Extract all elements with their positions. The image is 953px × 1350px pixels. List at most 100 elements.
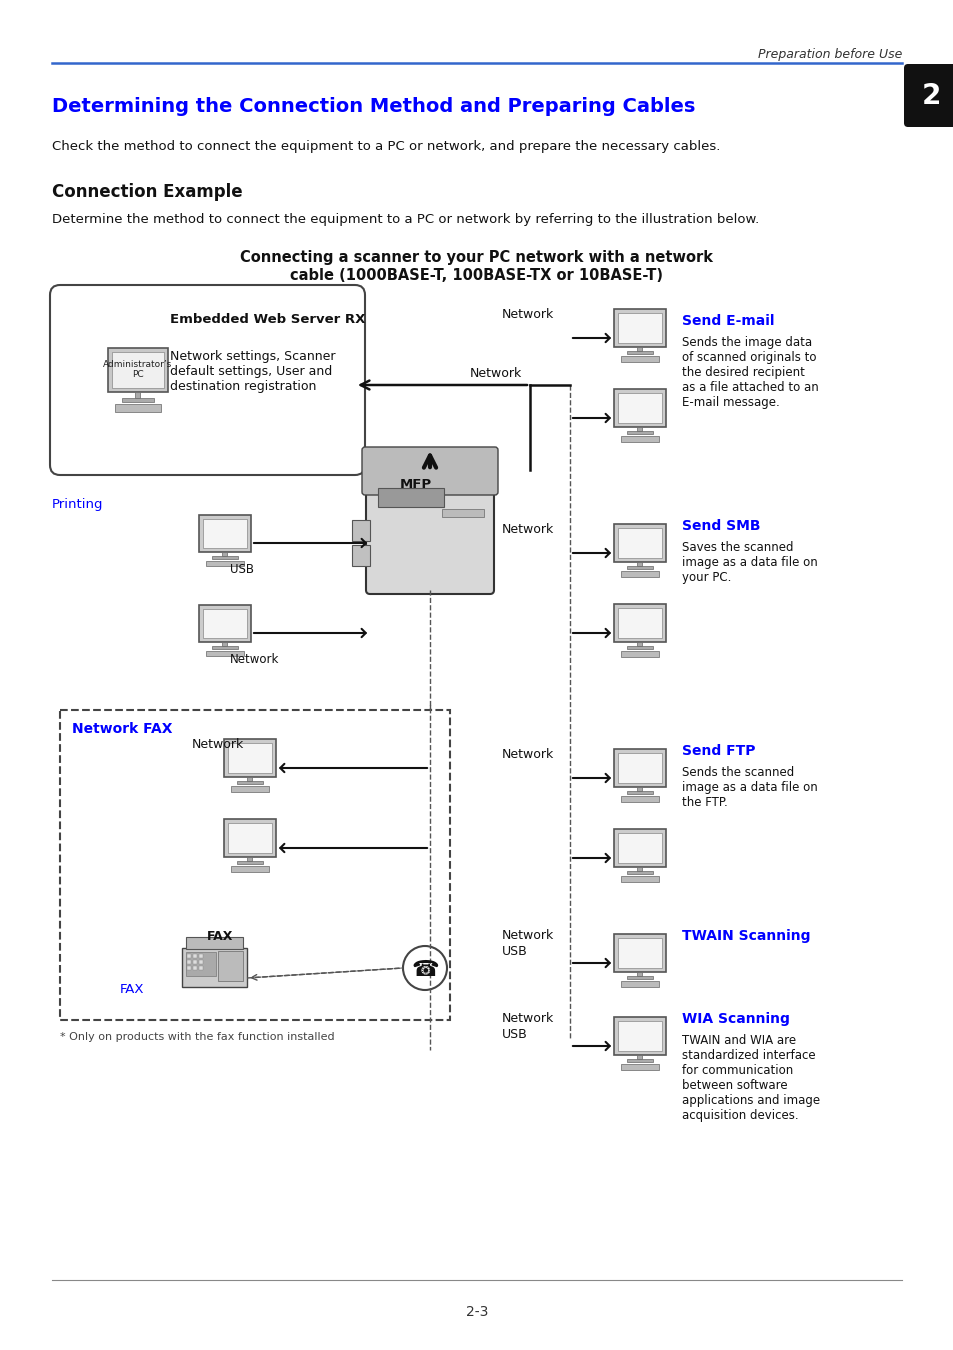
Bar	[188, 967, 192, 971]
Bar	[620, 981, 658, 987]
Text: Determine the method to connect the equipment to a PC or network by referring to: Determine the method to connect the equi…	[52, 213, 759, 225]
Bar	[618, 753, 661, 783]
Bar	[626, 431, 652, 435]
Bar	[620, 796, 658, 802]
Bar	[199, 605, 251, 643]
Bar	[186, 937, 243, 949]
Bar	[626, 791, 652, 794]
Bar	[618, 393, 661, 424]
Bar	[614, 1017, 665, 1056]
Text: Determining the Connection Method and Preparing Cables: Determining the Connection Method and Pr…	[52, 97, 695, 116]
Bar	[236, 782, 263, 784]
Bar	[614, 749, 665, 787]
Bar	[618, 313, 661, 343]
Bar	[377, 487, 443, 508]
Bar	[620, 436, 658, 441]
Bar	[224, 819, 275, 857]
Bar	[193, 954, 197, 958]
Bar	[247, 778, 253, 782]
Text: MFP: MFP	[399, 478, 432, 491]
FancyBboxPatch shape	[366, 481, 494, 594]
Bar	[186, 952, 215, 976]
Text: Connection Example: Connection Example	[52, 184, 242, 201]
Bar	[60, 710, 450, 1021]
Text: Network: Network	[501, 748, 554, 761]
Bar	[614, 934, 665, 972]
Text: Connecting a scanner to your PC network with a network: Connecting a scanner to your PC network …	[240, 250, 713, 265]
Text: Network: Network	[501, 1012, 554, 1025]
Text: Send E-mail: Send E-mail	[681, 315, 774, 328]
Text: TWAIN Scanning: TWAIN Scanning	[681, 929, 810, 944]
Text: FAX: FAX	[120, 983, 144, 996]
Text: FAX: FAX	[207, 930, 233, 944]
Bar	[193, 960, 197, 964]
Bar	[199, 514, 251, 552]
Text: Send FTP: Send FTP	[681, 744, 755, 757]
Text: Network: Network	[230, 653, 279, 666]
Bar	[618, 528, 661, 559]
Circle shape	[402, 946, 447, 990]
Text: Network settings, Scanner
default settings, User and
destination registration: Network settings, Scanner default settin…	[170, 350, 335, 393]
Bar	[620, 356, 658, 362]
Bar	[199, 960, 203, 964]
Bar	[352, 545, 370, 566]
Bar	[231, 786, 269, 792]
Bar	[620, 876, 658, 882]
Bar	[199, 954, 203, 958]
Bar	[193, 967, 197, 971]
Bar	[199, 967, 203, 971]
Bar	[637, 787, 641, 791]
Text: 2: 2	[921, 81, 940, 109]
Bar	[626, 1060, 652, 1062]
Text: WIA Scanning: WIA Scanning	[681, 1012, 789, 1026]
FancyBboxPatch shape	[903, 63, 953, 127]
Bar	[203, 609, 247, 639]
Text: TWAIN and WIA are
standardized interface
for communication
between software
appl: TWAIN and WIA are standardized interface…	[681, 1034, 820, 1122]
Bar	[618, 608, 661, 639]
Bar	[637, 868, 641, 871]
Bar	[222, 552, 227, 556]
Bar	[188, 954, 192, 958]
Text: Network: Network	[501, 929, 554, 942]
Bar	[224, 738, 275, 778]
Bar	[626, 351, 652, 354]
Bar	[637, 428, 641, 431]
Text: ☎: ☎	[411, 960, 438, 980]
Text: USB: USB	[230, 563, 253, 576]
Bar	[637, 1056, 641, 1060]
Bar	[614, 389, 665, 428]
Bar	[212, 556, 237, 559]
Bar	[626, 647, 652, 649]
Bar	[614, 309, 665, 347]
Bar	[637, 643, 641, 647]
Bar	[228, 824, 272, 853]
Bar	[112, 351, 164, 387]
Text: Network: Network	[501, 308, 554, 321]
Bar	[352, 520, 370, 541]
Bar	[122, 398, 154, 402]
Text: * Only on products with the fax function installed: * Only on products with the fax function…	[60, 1031, 335, 1042]
Bar	[614, 524, 665, 563]
Bar	[441, 509, 483, 517]
Text: Administrator’s
PC: Administrator’s PC	[103, 360, 172, 379]
Text: Printing: Printing	[52, 498, 103, 512]
Bar	[212, 645, 237, 649]
Bar	[206, 651, 243, 656]
Text: Network: Network	[470, 367, 521, 379]
FancyBboxPatch shape	[361, 447, 497, 495]
Bar	[182, 948, 247, 987]
Text: Check the method to connect the equipment to a PC or network, and prepare the ne: Check the method to connect the equipmen…	[52, 140, 720, 153]
Bar	[618, 938, 661, 968]
Bar	[618, 1021, 661, 1052]
Bar	[637, 972, 641, 976]
Text: Sends the scanned
image as a data file on
the FTP.: Sends the scanned image as a data file o…	[681, 765, 817, 809]
FancyBboxPatch shape	[50, 285, 365, 475]
Bar	[236, 861, 263, 864]
Bar	[614, 829, 665, 868]
Bar	[637, 563, 641, 566]
Text: USB: USB	[501, 1027, 527, 1041]
Bar	[108, 347, 168, 391]
Bar	[135, 392, 140, 398]
Bar	[637, 347, 641, 351]
Text: Embedded Web Server RX: Embedded Web Server RX	[170, 313, 365, 325]
